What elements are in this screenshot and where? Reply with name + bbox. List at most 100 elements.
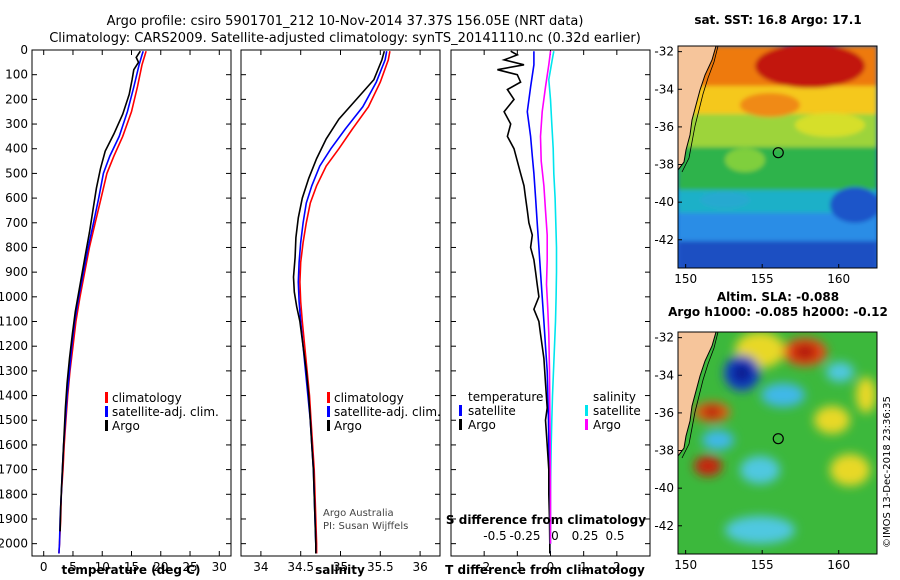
y-tick-label: 0 [20,43,28,57]
legend-s-argo-label: Argo [593,418,621,432]
x-tick-label: 2 [613,560,621,574]
sla-map-axes: 150 155 160 -32 -34 -36 -38 -40 -42 [654,331,850,572]
salinity-panel [240,49,441,557]
legend-s-satellite-label: satellite [593,404,641,418]
x-tick-label: 155 [751,272,774,286]
legend-satellite-swatch [327,406,330,417]
legend-climatology-swatch [327,392,330,403]
legend-argo-swatch [105,420,108,431]
s-difference-axis-label: S difference from climatology [446,513,646,527]
y-tick-label: -32 [654,331,674,345]
y-tick-label: 1600 [0,438,28,452]
y-tick-label: 1700 [0,463,28,477]
x-tick-label: -1 [511,560,523,574]
t-difference-axis-label: T difference from climatology [445,563,645,577]
y-tick-label: 500 [5,166,28,180]
y-tick-label: 600 [5,191,28,205]
legend-climatology-swatch [105,392,108,403]
credit-line-1: Argo Australia [323,508,394,519]
y-tick-label: -42 [654,519,674,533]
shelf-contour [681,46,719,173]
x-tick-label: 150 [674,272,697,286]
s-diff-tick-label: -0.5 [483,529,506,543]
x-tick-label: -2 [478,560,490,574]
imos-timestamp: ©IMOS 13-Dec-2018 23:36:35 [882,396,893,548]
temperature-legend: climatology satellite-adj. clim. Argo [105,391,219,433]
x-tick-label: 34.5 [287,560,314,574]
sst-map-frame [677,45,878,269]
x-tick-label: 35 [333,560,348,574]
legend-t-argo-swatch [459,419,462,430]
temperature-axis-label: temperature (deg C) [62,563,201,577]
y-tick-label: 1000 [0,290,28,304]
title-line-2: Climatology: CARS2009. Satellite-adjuste… [49,31,641,46]
s-diff-tick-label: -0.25 [509,529,540,543]
legend-t-satellite-swatch [459,405,462,416]
y-tick-label: 300 [5,117,28,131]
coastline-land [678,332,717,457]
y-tick-label: -38 [654,444,674,458]
x-tick-label: 25 [182,560,197,574]
s-diff-tick-label: 0.25 [572,529,599,543]
y-tick-label: -34 [654,368,674,382]
series-line-t-argo [497,50,551,554]
sla-map-title-1: Altim. SLA: -0.088 [717,290,839,304]
x-tick-label: 34 [253,560,268,574]
shelf-contour [681,332,719,459]
y-tick-label: -38 [654,158,674,172]
y-tick-label: -32 [654,45,674,59]
legend-climatology-label: climatology [334,391,404,405]
temperature-chart: 0 5 10 15 20 25 300100200300400500600700800900… [0,43,231,574]
y-tick-label: -42 [654,233,674,247]
x-tick-label: 35.5 [367,560,394,574]
x-tick-label: 5 [69,560,77,574]
sst-map-title: sat. SST: 16.8 Argo: 17.1 [694,13,861,27]
x-tick-label: 160 [827,272,850,286]
x-tick-label: 36 [412,560,427,574]
legend-satellite-swatch [105,406,108,417]
legend-argo-label: Argo [334,419,362,433]
x-tick-label: 1 [580,560,588,574]
series-line-s-argo [539,51,552,544]
legend-satellite-label: satellite-adj. clim. [112,405,219,419]
y-tick-label: 1900 [0,512,28,526]
y-tick-label: 1400 [0,389,28,403]
y-tick-label: 400 [5,142,28,156]
y-tick-label: 900 [5,265,28,279]
legend-s-satellite-swatch [585,405,588,416]
y-tick-label: 1100 [0,315,28,329]
y-tick-label: 2000 [0,537,28,551]
title-line-1: Argo profile: csiro 5901701_212 10-Nov-2… [107,14,584,29]
coastline-land [678,46,717,171]
legend-salinity-title: salinity [593,390,636,404]
y-tick-label: -34 [654,82,674,96]
difference-chart: -2 -1 0 1 2 -0.5 -0.25 0 0.25 0.5 [451,49,650,574]
series-line-argo [59,50,141,532]
s-diff-tick-label: 0.5 [605,529,624,543]
y-tick-label: -40 [654,195,674,209]
x-tick-label: 0 [547,560,555,574]
credit-line-2: PI: Susan Wijffels [323,521,408,532]
x-tick-label: 15 [124,560,139,574]
legend-t-satellite-label: satellite [468,404,516,418]
sst-map: 150 155 160 -32 -34 -36 -38 -40 -42 [654,45,878,286]
argo-position-marker [772,433,784,445]
y-tick-label: 1300 [0,364,28,378]
sla-map-frame [677,331,878,555]
y-tick-label: 100 [5,68,28,82]
s-diff-tick-label: 0 [551,529,559,543]
difference-legend: temperature satellite Argo salinity sate… [459,390,641,432]
salinity-legend: climatology satellite-adj. clim. Argo [327,391,441,433]
y-tick-label: 1800 [0,487,28,501]
argo-position-marker [772,147,784,159]
sla-map: 150 155 160 -32 -34 -36 -38 -40 -42 [654,331,878,572]
legend-s-argo-swatch [585,419,588,430]
legend-argo-swatch [327,420,330,431]
x-tick-label: 30 [212,560,227,574]
y-tick-label: 800 [5,240,28,254]
y-tick-label: 700 [5,216,28,230]
x-tick-label: 155 [751,558,774,572]
y-tick-label: -36 [654,406,674,420]
sst-map-axes: 150 155 160 -32 -34 -36 -38 -40 -42 [654,45,850,286]
salinity-axis-label: salinity [315,563,365,577]
